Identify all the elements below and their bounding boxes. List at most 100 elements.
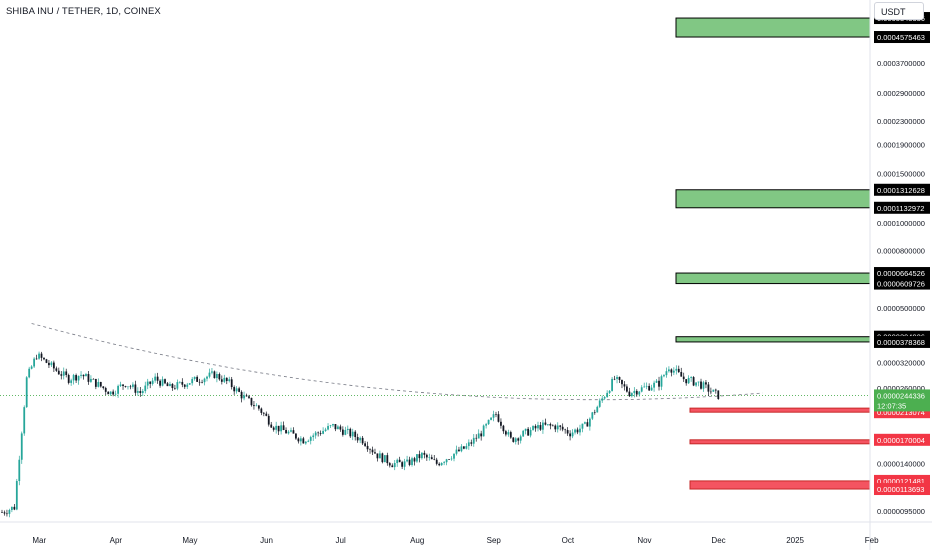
- x-tick-label: Nov: [637, 536, 651, 545]
- candle: [455, 445, 458, 456]
- candle: [406, 455, 408, 463]
- candle: [487, 419, 490, 426]
- candle: [304, 441, 307, 445]
- candle: [262, 411, 265, 417]
- candle: [228, 376, 231, 383]
- candle: [344, 426, 347, 436]
- candle: [467, 439, 470, 450]
- candle: [94, 378, 97, 390]
- zone-support-5: [689, 439, 871, 445]
- zone-bottom-price-label: 0.0000378368: [874, 335, 930, 348]
- candle: [85, 372, 87, 377]
- y-tick-label: 0.0000095000: [877, 507, 925, 516]
- candle: [134, 380, 137, 396]
- currency-selector[interactable]: USDT: [874, 2, 924, 20]
- candle: [411, 456, 413, 467]
- candle: [712, 389, 715, 392]
- candle: [312, 433, 315, 441]
- candle: [257, 404, 260, 411]
- candle: [396, 458, 399, 467]
- candle: [351, 428, 354, 441]
- candle: [685, 379, 688, 386]
- candle: [559, 424, 562, 431]
- candle: [623, 381, 626, 391]
- candle: [90, 375, 92, 383]
- candle: [124, 385, 127, 388]
- candle: [146, 378, 149, 390]
- candle: [495, 411, 497, 418]
- candle: [122, 384, 124, 390]
- candle: [717, 390, 720, 400]
- countdown-label: 12:07:35: [877, 401, 906, 410]
- candle: [628, 387, 631, 398]
- svg-text:0.0000609726: 0.0000609726: [877, 280, 925, 289]
- candle: [361, 435, 364, 446]
- candle: [6, 509, 8, 517]
- candle: [151, 377, 154, 386]
- candle: [80, 371, 82, 379]
- svg-text:0.0000378368: 0.0000378368: [877, 338, 925, 347]
- candle: [477, 429, 480, 439]
- candle: [267, 413, 270, 427]
- candle: [588, 417, 591, 431]
- candle: [598, 398, 601, 408]
- candle: [569, 430, 571, 441]
- candle: [601, 395, 604, 403]
- candle: [593, 409, 596, 415]
- y-tick-label: 0.0001900000: [877, 141, 925, 150]
- candle: [329, 424, 332, 428]
- candle: [156, 372, 159, 384]
- candle: [45, 358, 48, 364]
- candle: [253, 401, 255, 410]
- candle: [497, 411, 500, 423]
- y-tick-label: 0.0003700000: [877, 59, 925, 68]
- candle: [139, 387, 142, 397]
- candle: [660, 374, 663, 391]
- candle: [275, 421, 278, 434]
- candle: [571, 429, 574, 439]
- candle: [356, 433, 359, 443]
- candle: [645, 382, 648, 390]
- candle: [233, 385, 236, 395]
- y-tick-label: 0.0000320000: [877, 358, 925, 367]
- candle: [87, 371, 90, 385]
- candle: [443, 461, 446, 466]
- candle: [35, 354, 38, 360]
- candle: [75, 373, 77, 384]
- candle: [346, 425, 349, 435]
- candle: [218, 372, 221, 381]
- candle: [480, 430, 483, 441]
- zone-top-price-label: 0.0001312628: [874, 183, 930, 196]
- candle: [324, 427, 327, 432]
- y-tick-label: 0.0001000000: [877, 219, 925, 228]
- candle: [18, 455, 21, 486]
- candle: [3, 510, 6, 516]
- candle: [235, 386, 238, 394]
- candle: [460, 444, 463, 453]
- candle: [243, 391, 245, 401]
- zone-bottom-price-label: 0.0004575463: [874, 31, 930, 44]
- candle: [551, 424, 554, 427]
- candle: [640, 385, 643, 393]
- candle: [697, 381, 700, 387]
- candle: [608, 390, 611, 395]
- candle: [55, 366, 58, 372]
- plot-area[interactable]: [0, 0, 870, 522]
- y-tick-label: 0.0000800000: [877, 246, 925, 255]
- candle: [687, 375, 690, 385]
- x-tick-label: Dec: [711, 536, 725, 545]
- candle: [438, 462, 441, 467]
- candle: [8, 508, 11, 518]
- svg-text:0.0000664526: 0.0000664526: [877, 269, 925, 278]
- x-tick-label: Apr: [110, 536, 123, 545]
- zone-support-4: [689, 407, 871, 413]
- candle: [665, 367, 668, 378]
- candle: [611, 377, 613, 392]
- zone-bottom-price-label: 0.0000113693: [874, 483, 930, 496]
- candle: [554, 424, 557, 433]
- candle: [613, 375, 616, 381]
- candle: [25, 376, 28, 408]
- candle: [603, 396, 606, 401]
